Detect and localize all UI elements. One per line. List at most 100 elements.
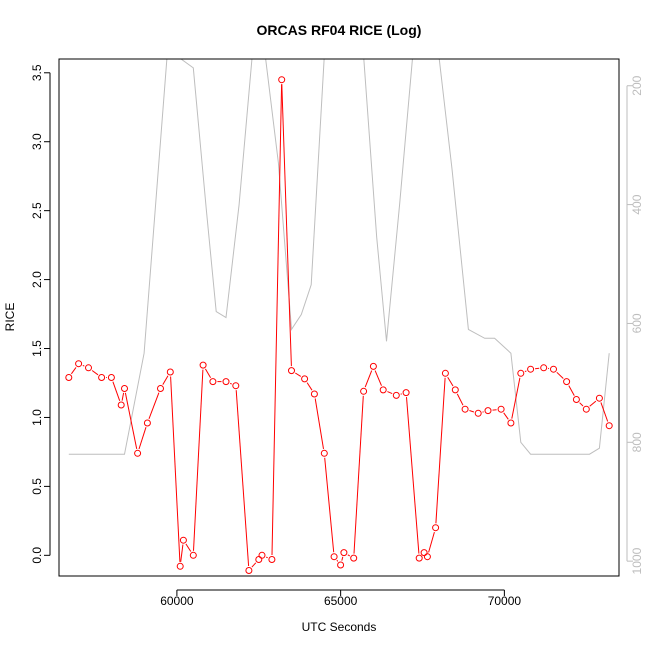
y2-tick-label: 600 [630,313,644,333]
rice-line-segment [230,382,232,385]
rice-line-segment [336,559,339,562]
rice-point [517,369,525,377]
rice-point [392,391,400,399]
rice-line-segment [469,410,475,413]
rice-line-segment [314,398,324,449]
rice-point [117,401,125,409]
x-tick-label: 65000 [324,594,358,608]
rice-point [379,386,387,394]
rice-point [461,405,469,413]
rice-point [209,378,217,386]
rice-line-segment [447,376,454,387]
rice-point [288,367,295,375]
rice-point [540,364,548,372]
rice-line-segment [204,368,212,378]
rice-line-segment [435,377,446,524]
x-tick-label: 70000 [488,594,522,608]
rice-point [423,553,431,561]
pressure-line [68,59,610,455]
rice-line-segment [251,562,257,568]
rice-series [65,76,613,574]
pressure-series [68,59,610,455]
rice-line-segment [524,370,527,373]
rice-point [107,374,115,381]
rice-line-segment [193,369,204,551]
rice-line-segment [170,376,181,562]
rice-line-segment [185,543,192,552]
rice-point [189,551,197,559]
rice-point [484,407,492,415]
x-axis-label: UTC Seconds [302,620,377,634]
chart-title: ORCAS RF04 RICE (Log) [257,22,422,38]
y-tick-label: 3.5 [30,64,44,81]
y-tick-label: 1.5 [30,340,44,357]
rice-point [550,365,557,373]
rice-point [474,409,482,417]
rice-point [222,378,230,386]
y2-tick-label: 200 [630,75,644,95]
y2-tick-label: 800 [630,432,644,452]
rice-line-segment [341,556,344,561]
rice-point [179,536,187,544]
rice-line-segment [281,84,292,367]
rice-point [157,385,164,392]
rice-line-segment [387,391,393,395]
rice-point [415,554,423,562]
x-axis: 60000 65000 70000 [160,589,522,608]
rice-point [258,551,266,559]
rice-line-segment [306,382,313,391]
y-axis-right: 200 400 600 800 1000 [626,75,644,574]
rice-point [320,449,328,457]
rice-line-segment [589,400,597,407]
x-tick-label: 60000 [160,594,194,608]
rice-point [245,567,253,574]
rice-point [360,387,368,395]
rice-line-segment [266,556,268,559]
y-axis-label: RICE [3,303,17,332]
rice-point [441,369,449,377]
rice-point [340,549,348,557]
rice-point [75,360,83,368]
rice-point [507,419,515,427]
rice-point [310,390,318,398]
rice-point [232,382,240,390]
rice-point [65,374,73,381]
rice-line-segment [148,392,160,419]
y2-tick-label: 400 [630,194,644,214]
rice-point [98,374,106,381]
rice-line-segment [271,84,283,556]
rice-point [402,389,410,397]
rice-line-segment [568,385,575,396]
rice-point [350,554,358,562]
rice-point [143,419,151,427]
y-tick-label: 1.0 [30,409,44,426]
rice-point [582,405,590,413]
rice-point [121,385,128,392]
rice-line-segment [456,393,464,406]
rice-point [497,405,505,413]
rice-point [134,449,142,457]
rice-line-segment [138,427,147,450]
rice-line-segment [162,375,169,385]
rice-line-segment [235,390,250,567]
rice-line-segment [556,371,564,379]
rice-point [337,561,345,569]
rice-point [595,394,603,402]
rice-point [176,562,184,570]
rice-point [420,549,428,557]
rice-line-segment [347,554,351,557]
rice-point [527,365,535,373]
rice-line-segment [406,397,420,554]
rice-point [330,553,338,561]
rice-line-segment [82,364,85,367]
y2-tick-label: 1000 [630,547,644,574]
rice-point [268,556,276,563]
rice-point [278,76,286,84]
y-tick-label: 2.5 [30,202,44,219]
y-tick-label: 0.5 [30,478,44,495]
rice-line-segment [503,412,509,420]
rice-line-segment [364,370,373,388]
rice-line-segment [124,392,138,449]
rice-point [451,386,459,394]
